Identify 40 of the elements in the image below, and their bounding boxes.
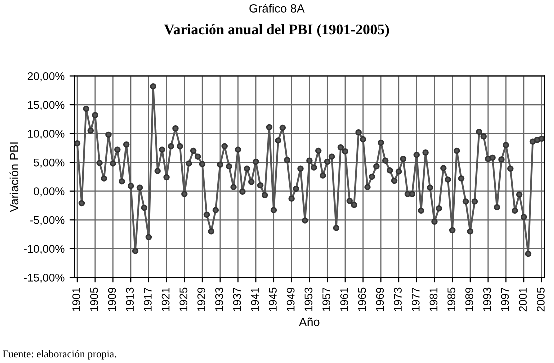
x-tick-label: 1997 xyxy=(501,288,510,312)
x-tick-label: 1969 xyxy=(376,288,384,312)
y-tick-label: 0,00% xyxy=(34,188,65,197)
x-tick-label: 1921 xyxy=(162,288,170,312)
x-tick-label: 1957 xyxy=(322,288,331,312)
y-axis-title: Variación PBI xyxy=(10,142,19,212)
chart-subtitle: Variación anual del PBI (1901-2005) xyxy=(164,24,390,38)
x-tick-label: 1901 xyxy=(72,288,80,312)
x-tick-label: 2005 xyxy=(537,288,545,312)
x-tick-label: 1961 xyxy=(340,288,348,312)
x-tick-label: 1917 xyxy=(144,288,152,312)
x-tick-label: 1929 xyxy=(198,288,206,312)
x-axis-title: Año xyxy=(299,318,320,326)
x-tick-label: 1925 xyxy=(180,288,188,312)
x-tick-label: 1937 xyxy=(233,288,242,312)
x-tick-label: 1977 xyxy=(412,288,420,312)
x-tick-label: 1905 xyxy=(90,288,98,312)
x-tick-label: 1909 xyxy=(108,288,116,312)
y-tick-label: 5,00% xyxy=(34,158,65,168)
x-tick-label: 1989 xyxy=(466,288,474,312)
y-tick-label: -15,00% xyxy=(24,274,65,284)
x-tick-label: 2001 xyxy=(519,288,528,312)
y-tick-label: 10,00% xyxy=(28,130,65,140)
x-tick-label: 1953 xyxy=(304,288,313,312)
x-tick-label: 1949 xyxy=(286,288,295,312)
x-tick-label: 1933 xyxy=(215,288,224,312)
x-tick-label: 1981 xyxy=(430,288,438,312)
y-tick-label: 20,00% xyxy=(28,72,65,82)
x-tick-label: 1945 xyxy=(269,288,277,312)
chart-title: Gráfico 8A xyxy=(250,4,305,13)
y-tick-label: 15,00% xyxy=(28,101,65,110)
y-tick-label: -10,00% xyxy=(24,245,65,254)
x-tick-label: 1985 xyxy=(448,288,456,312)
y-tick-label: -5,00% xyxy=(30,216,65,226)
x-tick-label: 1941 xyxy=(251,288,260,312)
x-tick-label: 1965 xyxy=(358,288,366,312)
x-tick-label: 1913 xyxy=(126,288,134,312)
source-note: Fuente: elaboración propia. xyxy=(3,350,116,360)
x-tick-label: 1993 xyxy=(483,288,492,312)
x-tick-label: 1973 xyxy=(394,288,402,312)
